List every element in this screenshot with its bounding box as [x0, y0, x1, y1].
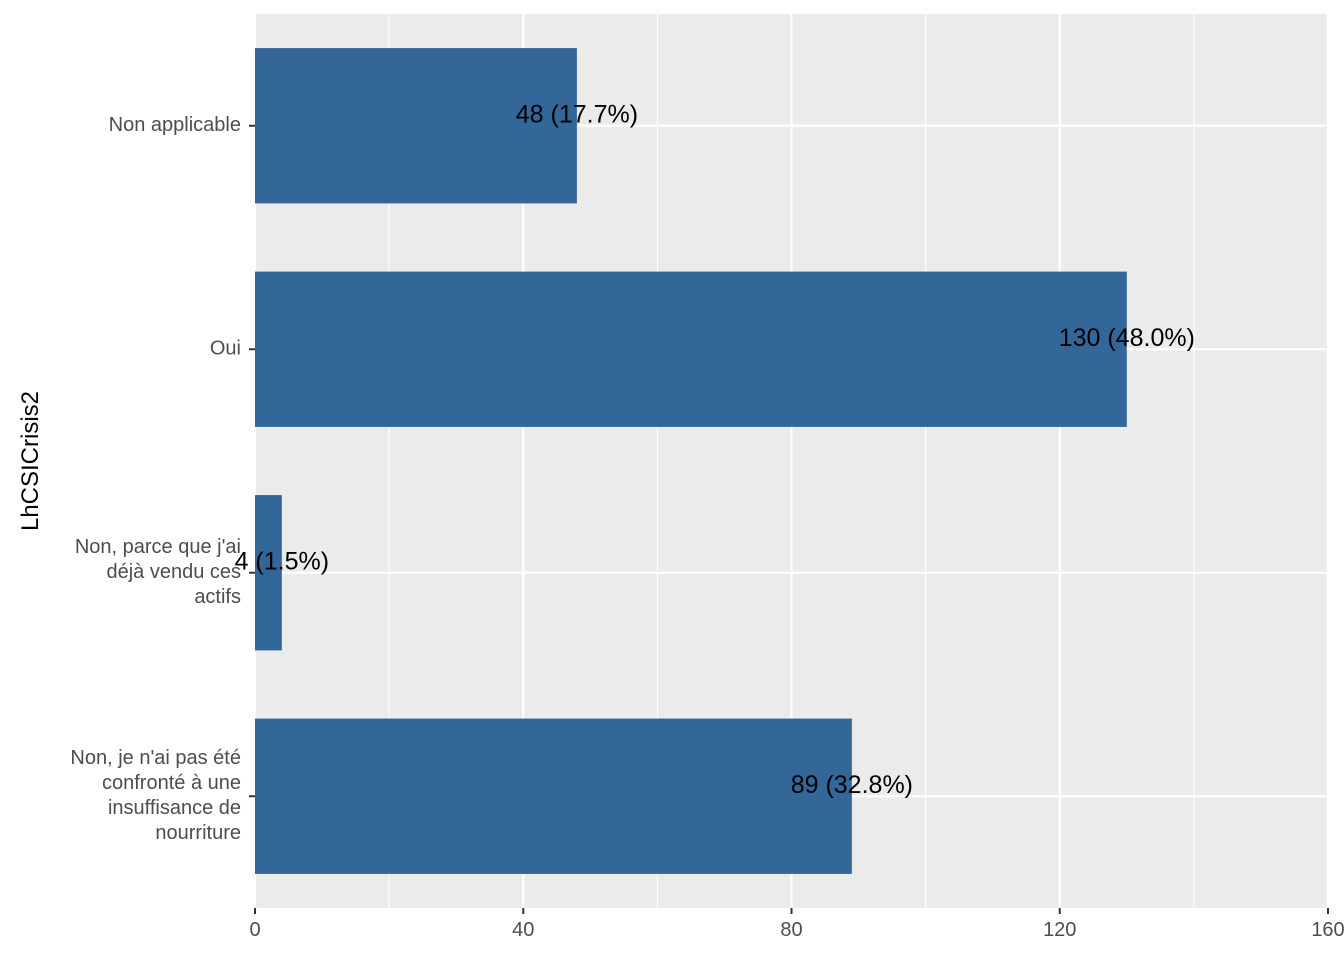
- y-axis-title: LhCSICrisis2: [17, 391, 44, 531]
- y-tick-label: Oui: [210, 338, 241, 360]
- y-tick-label: Non applicable: [109, 114, 241, 136]
- y-tick-label: Non, je n'ai pas été confronté à une insuf…: [70, 747, 241, 844]
- bar-data-label: 4 (1.5%): [235, 547, 329, 575]
- y-tick-label: Non, parce que j'ai déjà vendu ces actifs: [75, 536, 241, 608]
- bar: [255, 718, 852, 874]
- y-axis: Non applicable Oui Non, parce que j'ai déjà…: [70, 114, 255, 844]
- x-tick-label: 0: [249, 919, 260, 941]
- bar: [255, 271, 1127, 427]
- x-axis: 0 40 80 120 160: [249, 908, 1344, 941]
- bar: [255, 495, 282, 651]
- bar-data-label: 48 (17.7%): [516, 100, 638, 128]
- bar-data-label: 130 (48.0%): [1059, 324, 1195, 352]
- bar-data-labels: 48 (17.7%) 130 (48.0%) 4 (1.5%) 89 (32.8%): [235, 100, 1195, 799]
- x-tick-label: 40: [512, 919, 534, 941]
- bar: [255, 48, 577, 204]
- x-tick-label: 160: [1311, 919, 1344, 941]
- x-tick-label: 120: [1043, 919, 1076, 941]
- bars: [255, 48, 1127, 874]
- bar-data-label: 89 (32.8%): [791, 771, 913, 799]
- x-tick-label: 80: [780, 919, 802, 941]
